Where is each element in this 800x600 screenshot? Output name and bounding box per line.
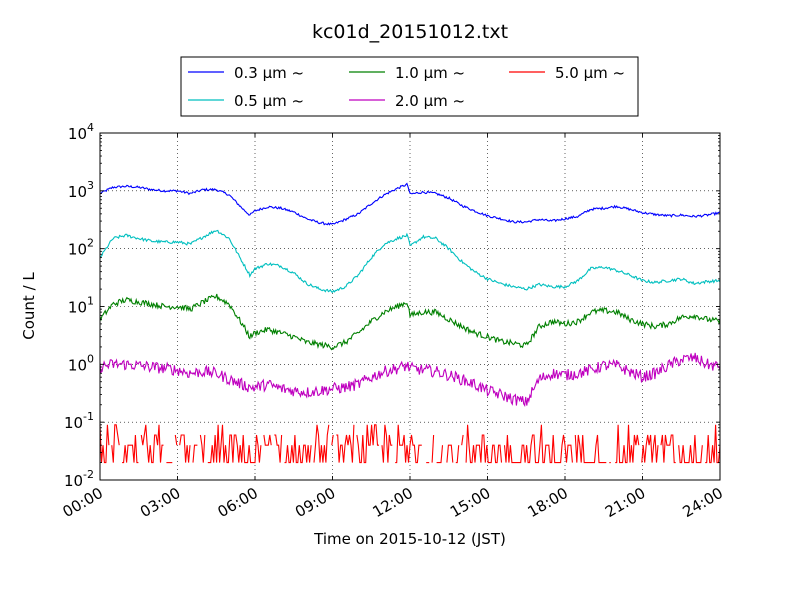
series-line (678, 434, 703, 464)
y-tick-label: 101 (68, 295, 94, 317)
series-line (436, 445, 444, 464)
series-line (174, 434, 178, 446)
y-tick-label: 102 (68, 237, 94, 259)
series-line (356, 424, 379, 464)
series-line (431, 434, 435, 463)
series-line (336, 424, 355, 463)
y-tick-label: 100 (68, 352, 94, 374)
y-axis-label: Count / L (20, 272, 38, 340)
series-line (122, 434, 139, 464)
series-line (660, 434, 676, 464)
series-line (207, 424, 262, 464)
series-line (284, 434, 312, 464)
legend-label: 5.0 μm ~ (555, 64, 625, 82)
series-line (99, 229, 721, 294)
series-line (99, 352, 721, 408)
series-line (263, 434, 272, 446)
y-tick-label: 103 (68, 179, 94, 201)
series-line (99, 182, 721, 226)
y-tick-label: 10-1 (64, 410, 94, 432)
legend-label: 0.5 μm ~ (234, 92, 304, 110)
series-line (199, 434, 206, 463)
series-line (192, 444, 198, 463)
series-line (381, 424, 393, 463)
chart-title: kc01d_20151012.txt (312, 21, 508, 43)
x-axis-label: Time on 2015-10-12 (JST) (313, 530, 506, 548)
series-line (179, 434, 191, 463)
series-line (465, 424, 503, 464)
legend-label: 2.0 μm ~ (395, 92, 465, 110)
series-line (313, 424, 330, 463)
series-line (641, 434, 659, 463)
series-line (705, 424, 721, 464)
series-line (574, 434, 607, 464)
series-line (140, 424, 164, 464)
series-line (615, 424, 640, 464)
legend-label: 1.0 μm ~ (395, 64, 465, 82)
legend-label: 0.3 μm ~ (234, 64, 304, 82)
legend-box (180, 56, 639, 117)
series-line (503, 424, 573, 464)
series-line (111, 424, 120, 463)
series-line (274, 434, 283, 463)
series-line (455, 445, 460, 464)
y-tick-label: 104 (68, 121, 94, 143)
legend: 0.3 μm ~ 0.5 μm ~ 1.0 μm ~ 2.0 μm ~ 5.0 μm ~ (180, 56, 639, 117)
series-line (99, 293, 721, 351)
series-line (395, 424, 422, 464)
y-tick-label: 10-2 (64, 468, 94, 490)
series-line (461, 434, 464, 446)
series-line (446, 444, 454, 463)
series-line (331, 434, 334, 446)
